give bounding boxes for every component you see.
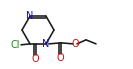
Text: N: N — [42, 39, 50, 49]
Text: N: N — [26, 11, 34, 21]
Text: O: O — [31, 54, 39, 64]
Text: O: O — [56, 53, 64, 63]
Text: Cl: Cl — [10, 40, 20, 50]
Text: O: O — [71, 39, 79, 49]
